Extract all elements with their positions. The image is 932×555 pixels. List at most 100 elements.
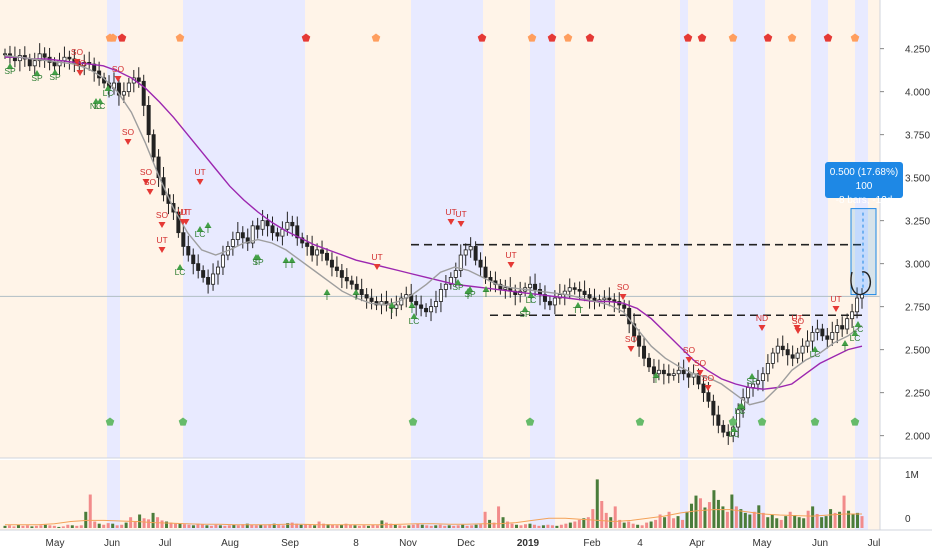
volume-bar xyxy=(169,522,173,528)
volume-session-band xyxy=(680,460,688,530)
orange-pentagon-marker xyxy=(527,33,537,42)
signal-label: SO xyxy=(683,345,696,355)
volume-bar xyxy=(290,522,294,528)
candle-body xyxy=(775,345,780,354)
candle-body xyxy=(156,156,161,179)
candle-body xyxy=(295,225,300,239)
volume-bar xyxy=(716,499,720,528)
candle-body xyxy=(602,297,607,301)
signal-label: T xyxy=(528,295,533,305)
candle-body xyxy=(429,306,434,313)
candle-body xyxy=(126,82,131,93)
signal-label: TT xyxy=(573,305,583,315)
volume-bar xyxy=(3,525,7,528)
candle-body xyxy=(741,397,746,411)
orange-pentagon-marker xyxy=(787,33,797,42)
volume-bar xyxy=(582,518,586,528)
volume-bar xyxy=(591,509,595,528)
volume-bar xyxy=(115,525,119,528)
volume-bar xyxy=(191,525,195,528)
signal-label: UT xyxy=(830,294,841,304)
candle-body xyxy=(201,270,206,278)
volume-bar xyxy=(165,521,169,528)
volume-bar xyxy=(856,512,860,528)
volume-bar xyxy=(600,501,604,528)
volume-bar xyxy=(151,512,155,528)
orange-pentagon-marker xyxy=(108,33,118,42)
volume-bar xyxy=(631,523,635,528)
price-axis[interactable]: 2.000 2.250 2.500 2.750 3.000 3.250 3.500 3.750… xyxy=(0,0,932,530)
candle-body xyxy=(414,301,419,306)
volume-bar xyxy=(335,525,339,528)
candle-body xyxy=(67,56,72,60)
volume-bar xyxy=(129,517,133,528)
signal-label: NC xyxy=(90,101,102,111)
signal-label: SO xyxy=(112,64,125,74)
time-axis[interactable]: May Jun Jul Aug Sep 8 Nov Dec 2019 Feb 4 Apr May Jun J… xyxy=(0,529,932,549)
candle-body xyxy=(686,373,691,378)
buy-signal-triangle xyxy=(204,222,212,228)
signal-label: UT xyxy=(180,207,191,217)
candle-body xyxy=(800,345,805,354)
signal-label: LC xyxy=(810,349,821,359)
volume-bar xyxy=(174,523,178,528)
candle-body xyxy=(552,297,557,306)
volume-bar xyxy=(528,523,532,528)
volume-panel xyxy=(3,479,864,528)
volume-bar xyxy=(506,521,510,528)
volume-bar xyxy=(595,479,599,528)
signal-label: T xyxy=(389,305,394,315)
price-tick-label: 3.000 xyxy=(905,260,930,271)
candle-body xyxy=(32,60,37,67)
time-tick-label: Jun xyxy=(812,538,828,549)
volume-bar xyxy=(658,514,662,528)
price-tick-label: 4.000 xyxy=(905,88,930,99)
volume-bar xyxy=(375,525,379,528)
candle-body xyxy=(240,232,245,239)
signal-label: SP xyxy=(49,72,61,82)
signal-label: T xyxy=(324,292,329,302)
orange-pentagon-marker xyxy=(563,33,573,42)
buy-signal-triangle xyxy=(410,313,418,319)
buy-signal-triangle xyxy=(851,330,859,336)
volume-bar xyxy=(21,525,25,528)
signal-label: T xyxy=(653,375,658,385)
candle-body xyxy=(676,369,681,375)
signal-label: SP xyxy=(519,309,531,319)
freehand-drawing xyxy=(850,271,872,296)
volume-bar xyxy=(739,509,743,528)
signal-label: LC xyxy=(103,88,114,98)
volume-bar xyxy=(371,524,375,528)
volume-bar xyxy=(111,523,115,528)
volume-bar xyxy=(147,519,151,528)
volume-bar xyxy=(681,519,685,528)
candle-body xyxy=(661,369,666,375)
volume-bar xyxy=(676,516,680,528)
buy-signal-triangle xyxy=(464,288,472,294)
measure-tool[interactable] xyxy=(850,208,877,296)
candle-body xyxy=(265,220,270,227)
time-tick-label: May xyxy=(753,538,772,549)
volume-tick-label: 0 xyxy=(905,514,911,525)
volume-bar xyxy=(559,524,563,528)
volume-session-band xyxy=(183,460,305,530)
buy-signal-triangle xyxy=(748,373,756,379)
volume-bar xyxy=(564,523,568,528)
volume-bar xyxy=(12,526,16,528)
buy-signal-triangle xyxy=(104,85,112,91)
orange-pentagon-marker xyxy=(728,33,738,42)
volume-bar xyxy=(573,521,577,528)
volume-bar xyxy=(452,525,456,528)
candle-body xyxy=(151,134,156,158)
buy-signal-triangle xyxy=(730,426,738,432)
candle-body xyxy=(646,357,651,368)
green-pentagon-marker xyxy=(757,417,767,426)
time-tick-label: 2019 xyxy=(517,538,540,549)
candle-body xyxy=(736,409,741,428)
sell-signal-triangle xyxy=(114,76,122,82)
candle-body xyxy=(483,266,488,278)
signal-label: T xyxy=(283,260,288,270)
buy-signal-triangle xyxy=(51,69,59,75)
volume-bar xyxy=(254,525,258,528)
